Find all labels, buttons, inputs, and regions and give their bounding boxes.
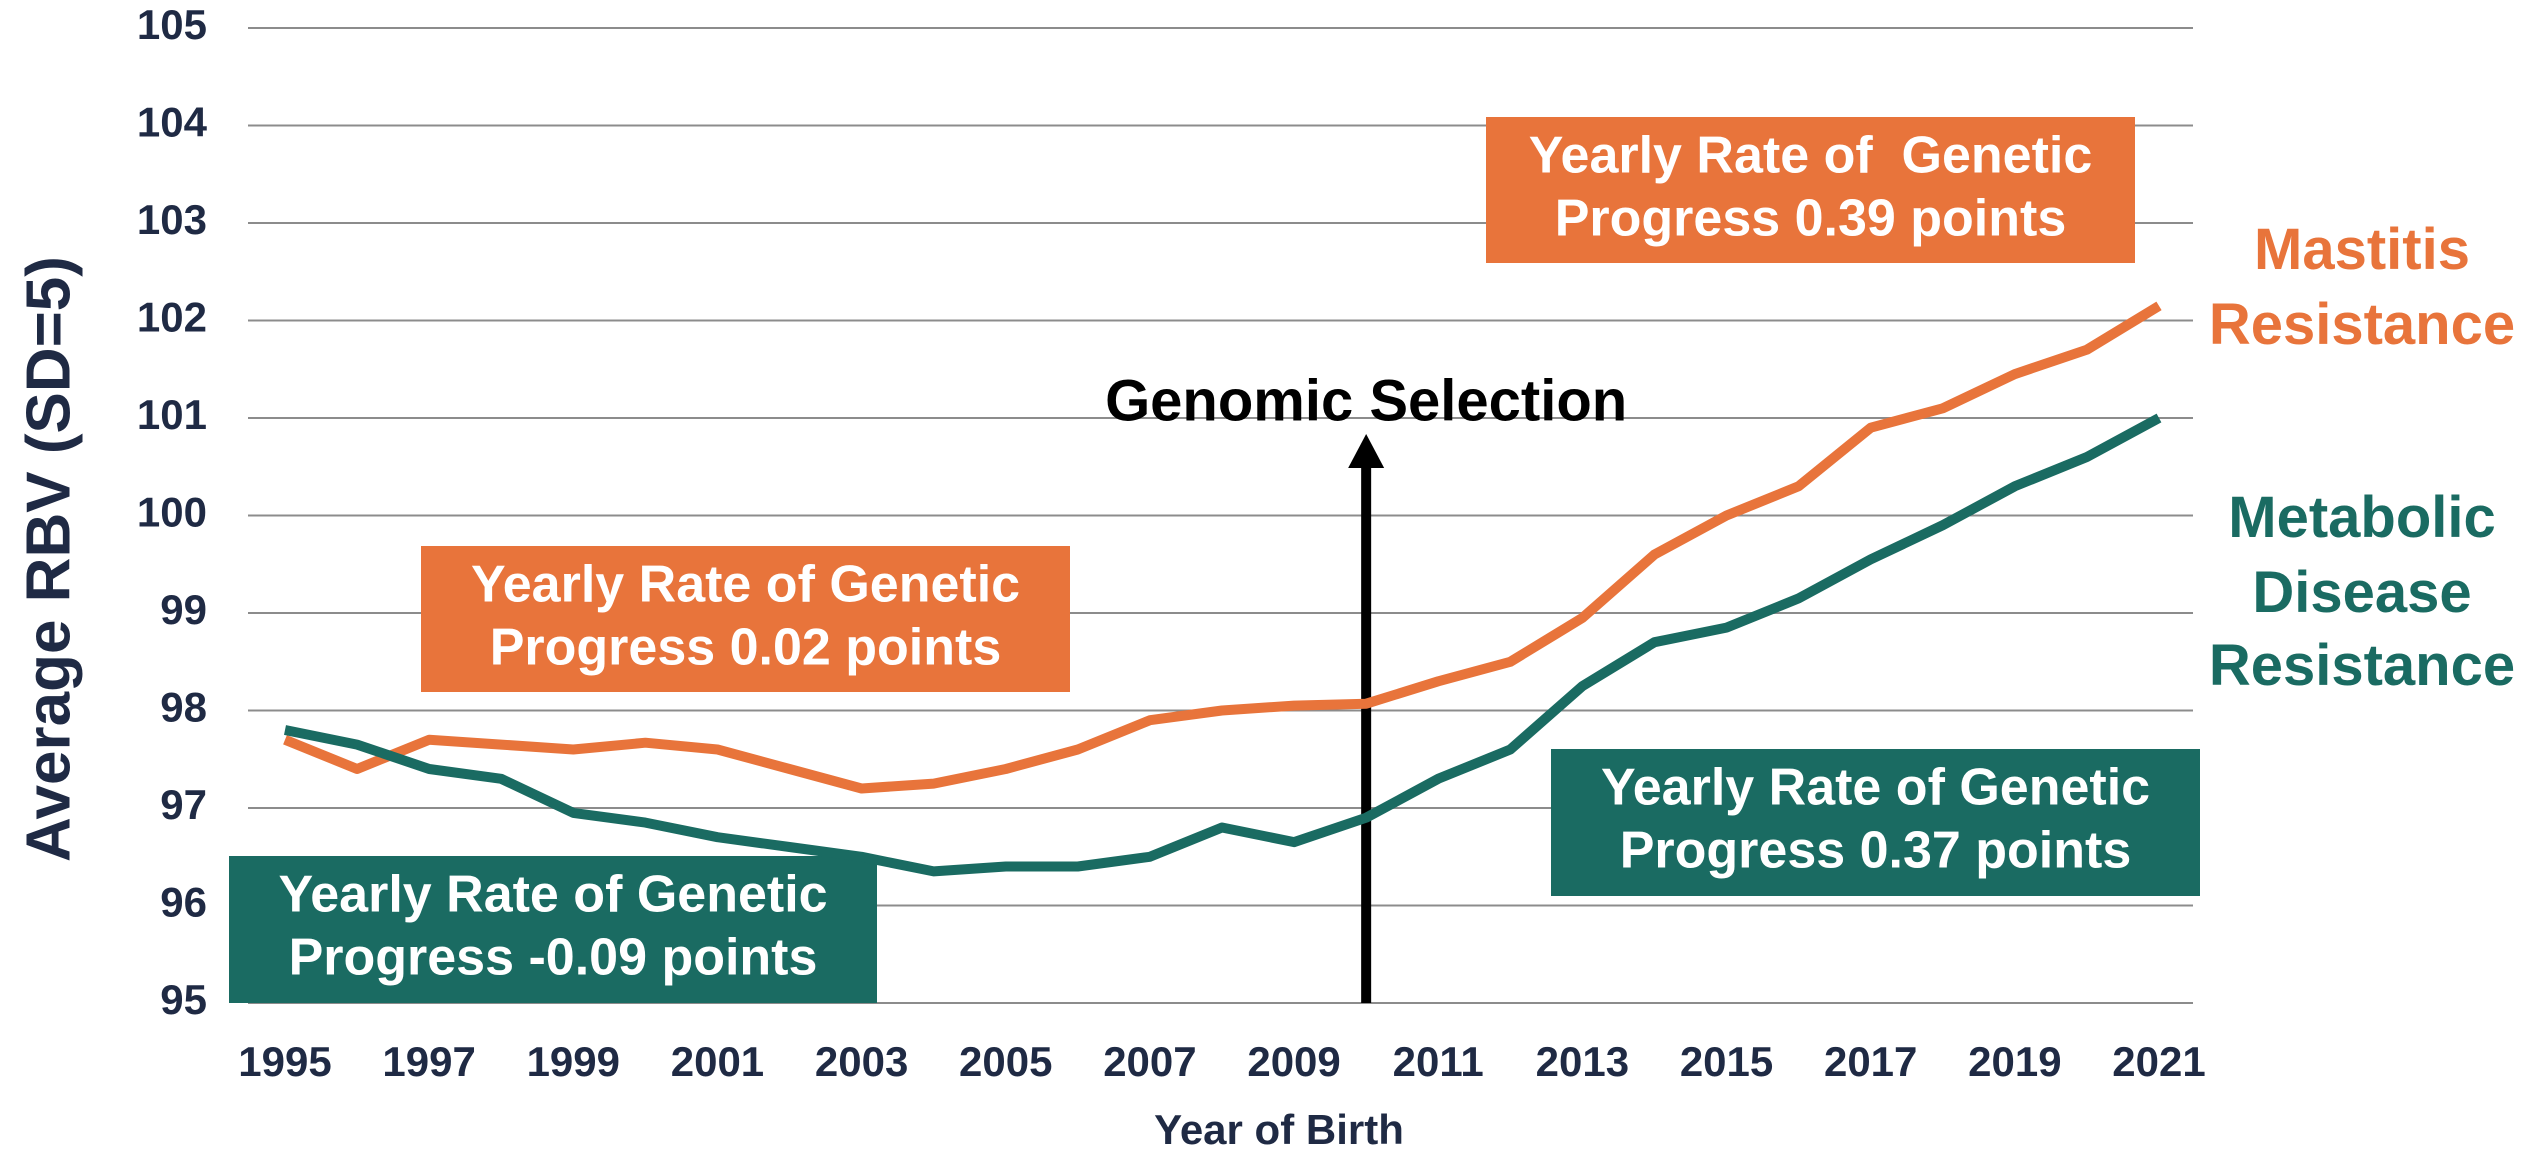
- y-tick-label: 100: [137, 489, 207, 536]
- y-tick-label: 103: [137, 196, 207, 243]
- annotation-text: Progress 0.39 points: [1555, 190, 2067, 248]
- y-tick-label: 104: [137, 99, 208, 146]
- x-tick-label: 2021: [2112, 1038, 2205, 1085]
- y-tick-label: 96: [160, 879, 207, 926]
- x-tick-label: 2005: [959, 1038, 1052, 1085]
- x-tick-label: 1995: [238, 1038, 331, 1085]
- y-axis-title: Average RBV (SD=5): [14, 256, 83, 862]
- y-tick-label: 97: [160, 781, 207, 828]
- chart: Average RBV (SD=5) Year of Birth 95 96 97 9…: [0, 0, 2542, 1153]
- x-tick-label: 2013: [1536, 1038, 1629, 1085]
- x-tick-label: 2007: [1103, 1038, 1196, 1085]
- y-tick-label: 101: [137, 391, 207, 438]
- x-tick-label: 1999: [527, 1038, 620, 1085]
- annotation-text: Yearly Rate of Genetic: [1529, 127, 2093, 185]
- annotation-text: Progress 0.02 points: [490, 619, 1002, 677]
- x-tick-label: 2009: [1247, 1038, 1340, 1085]
- annotation-text: Yearly Rate of Genetic: [471, 556, 1020, 614]
- event-label: Genomic Selection: [1105, 368, 1627, 433]
- x-tick-label: 2017: [1824, 1038, 1917, 1085]
- y-tick-label: 99: [160, 586, 207, 633]
- x-tick-label: 2001: [671, 1038, 764, 1085]
- x-axis-title: Year of Birth: [1154, 1106, 1404, 1153]
- y-tick-label: 105: [137, 1, 207, 48]
- x-tick-label: 2015: [1680, 1038, 1773, 1085]
- event-arrowhead: [1348, 434, 1384, 468]
- x-tick-label: 2003: [815, 1038, 908, 1085]
- annotation-text: Progress -0.09 points: [289, 929, 818, 987]
- x-tick-label: 2011: [1393, 1038, 1484, 1085]
- y-tick-label: 98: [160, 684, 207, 731]
- y-tick-label: 102: [137, 294, 207, 341]
- x-tick-label: 2019: [1968, 1038, 2061, 1085]
- x-tick-label: 1997: [382, 1038, 475, 1085]
- annotation-text: Yearly Rate of Genetic: [278, 866, 827, 924]
- y-tick-label: 95: [160, 976, 207, 1023]
- annotation-text: Yearly Rate of Genetic: [1601, 759, 2150, 817]
- annotation-text: Progress 0.37 points: [1620, 822, 2132, 880]
